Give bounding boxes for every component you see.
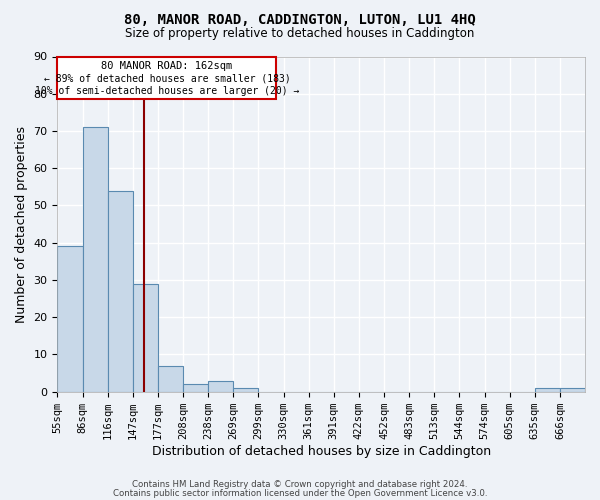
X-axis label: Distribution of detached houses by size in Caddington: Distribution of detached houses by size …: [152, 444, 491, 458]
Bar: [560, 388, 585, 392]
Text: 80 MANOR ROAD: 162sqm: 80 MANOR ROAD: 162sqm: [101, 61, 233, 71]
Text: Size of property relative to detached houses in Caddington: Size of property relative to detached ho…: [125, 28, 475, 40]
Text: ← 89% of detached houses are smaller (183): ← 89% of detached houses are smaller (18…: [44, 73, 290, 83]
Bar: [158, 366, 183, 392]
Bar: [535, 388, 560, 392]
Bar: [58, 246, 83, 392]
Y-axis label: Number of detached properties: Number of detached properties: [15, 126, 28, 322]
Bar: [208, 380, 233, 392]
Text: Contains public sector information licensed under the Open Government Licence v3: Contains public sector information licen…: [113, 488, 487, 498]
Bar: [133, 284, 158, 392]
Bar: [233, 388, 259, 392]
Bar: [183, 384, 208, 392]
Bar: [83, 128, 107, 392]
FancyBboxPatch shape: [58, 56, 277, 100]
Text: Contains HM Land Registry data © Crown copyright and database right 2024.: Contains HM Land Registry data © Crown c…: [132, 480, 468, 489]
Text: 80, MANOR ROAD, CADDINGTON, LUTON, LU1 4HQ: 80, MANOR ROAD, CADDINGTON, LUTON, LU1 4…: [124, 12, 476, 26]
Text: 10% of semi-detached houses are larger (20) →: 10% of semi-detached houses are larger (…: [35, 86, 299, 96]
Bar: [107, 190, 133, 392]
